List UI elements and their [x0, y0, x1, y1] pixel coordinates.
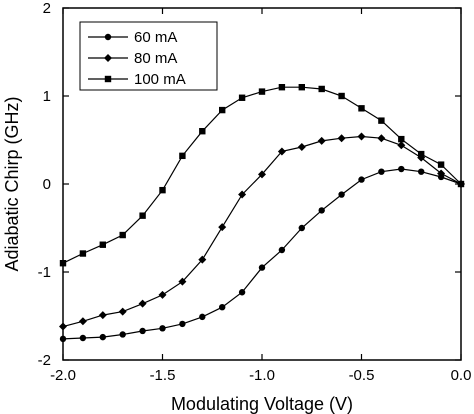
x-tick-label: -1.5 [150, 367, 176, 384]
legend-item: 100 mA [88, 71, 186, 88]
axis-ticks: -2.0 -1.5 -1.0 -0.5 0.0 -2 -1 0 1 2 [38, 0, 472, 384]
data-point [118, 307, 127, 316]
data-point [199, 313, 206, 321]
y-tick-label: 0 [43, 176, 51, 193]
data-point [418, 168, 425, 175]
x-tick-label: -1.0 [249, 367, 275, 384]
legend-label: 80 mA [134, 50, 177, 67]
data-point [338, 191, 345, 198]
data-point [378, 168, 385, 175]
series-diamond [59, 132, 465, 331]
legend-item: 60 mA [88, 29, 177, 46]
data-point [278, 84, 286, 91]
y-tick-label: -2 [38, 352, 51, 369]
series-line [62, 135, 462, 328]
data-point [437, 161, 445, 168]
data-point [317, 136, 326, 145]
data-point [398, 165, 405, 173]
y-tick-label: 2 [43, 0, 51, 17]
data-point [318, 207, 325, 214]
data-point [139, 212, 146, 219]
x-axis-label: Modulating Voltage (V) [171, 394, 353, 414]
data-point [418, 150, 425, 158]
data-point [398, 135, 405, 143]
data-point [99, 333, 107, 341]
data-point [119, 231, 126, 239]
data-point [297, 143, 306, 152]
data-point [139, 327, 146, 335]
data-point [78, 317, 87, 326]
data-point [219, 304, 226, 311]
data-point [98, 311, 107, 320]
data-point [238, 190, 247, 199]
data-point [377, 134, 386, 143]
data-point [338, 92, 345, 100]
data-point [159, 186, 166, 194]
data-point [337, 134, 346, 143]
data-point [59, 322, 67, 331]
data-point [178, 277, 187, 286]
legend-marker [104, 75, 112, 83]
data-point [238, 94, 246, 101]
data-point [258, 170, 266, 179]
data-point [179, 152, 186, 160]
data-point [199, 128, 206, 135]
data-point [357, 132, 366, 141]
y-tick-label: -1 [38, 264, 51, 281]
legend-marker [104, 54, 112, 62]
legend-label: 60 mA [134, 29, 177, 46]
data-point [219, 106, 226, 114]
data-point [358, 176, 365, 183]
data-point [318, 85, 325, 93]
data-point [298, 84, 305, 91]
y-axis-label: Adiabatic Chirp (GHz) [2, 96, 22, 271]
series-square [59, 84, 465, 267]
data-point [258, 88, 266, 95]
x-tick-label: -0.5 [349, 367, 375, 384]
data-point [159, 325, 166, 332]
x-tick-label: -2.0 [50, 367, 76, 384]
series-circle [59, 165, 465, 343]
series-layer [59, 84, 465, 343]
data-point [59, 260, 67, 267]
data-point [298, 224, 305, 232]
data-point [457, 180, 465, 188]
data-point [99, 241, 106, 248]
data-point [138, 299, 147, 308]
legend-marker [104, 33, 112, 41]
data-point [198, 255, 207, 264]
data-point [79, 250, 87, 257]
data-point [158, 290, 167, 299]
data-point [59, 335, 67, 343]
data-point [258, 264, 266, 271]
data-point [79, 334, 87, 342]
data-point [238, 289, 246, 296]
data-point [397, 141, 406, 150]
x-tick-label: 0.0 [451, 367, 472, 384]
data-point [218, 223, 227, 232]
data-point [437, 169, 446, 178]
legend-item: 80 mA [88, 50, 177, 67]
data-point [277, 147, 286, 156]
data-point [179, 320, 186, 328]
data-point [119, 331, 126, 338]
data-point [378, 117, 385, 124]
legend: 60 mA 80 mA 100 mA [79, 21, 218, 91]
y-tick-label: 1 [43, 88, 51, 105]
data-point [278, 246, 286, 254]
legend-label: 100 mA [134, 71, 186, 88]
data-point [358, 105, 365, 112]
